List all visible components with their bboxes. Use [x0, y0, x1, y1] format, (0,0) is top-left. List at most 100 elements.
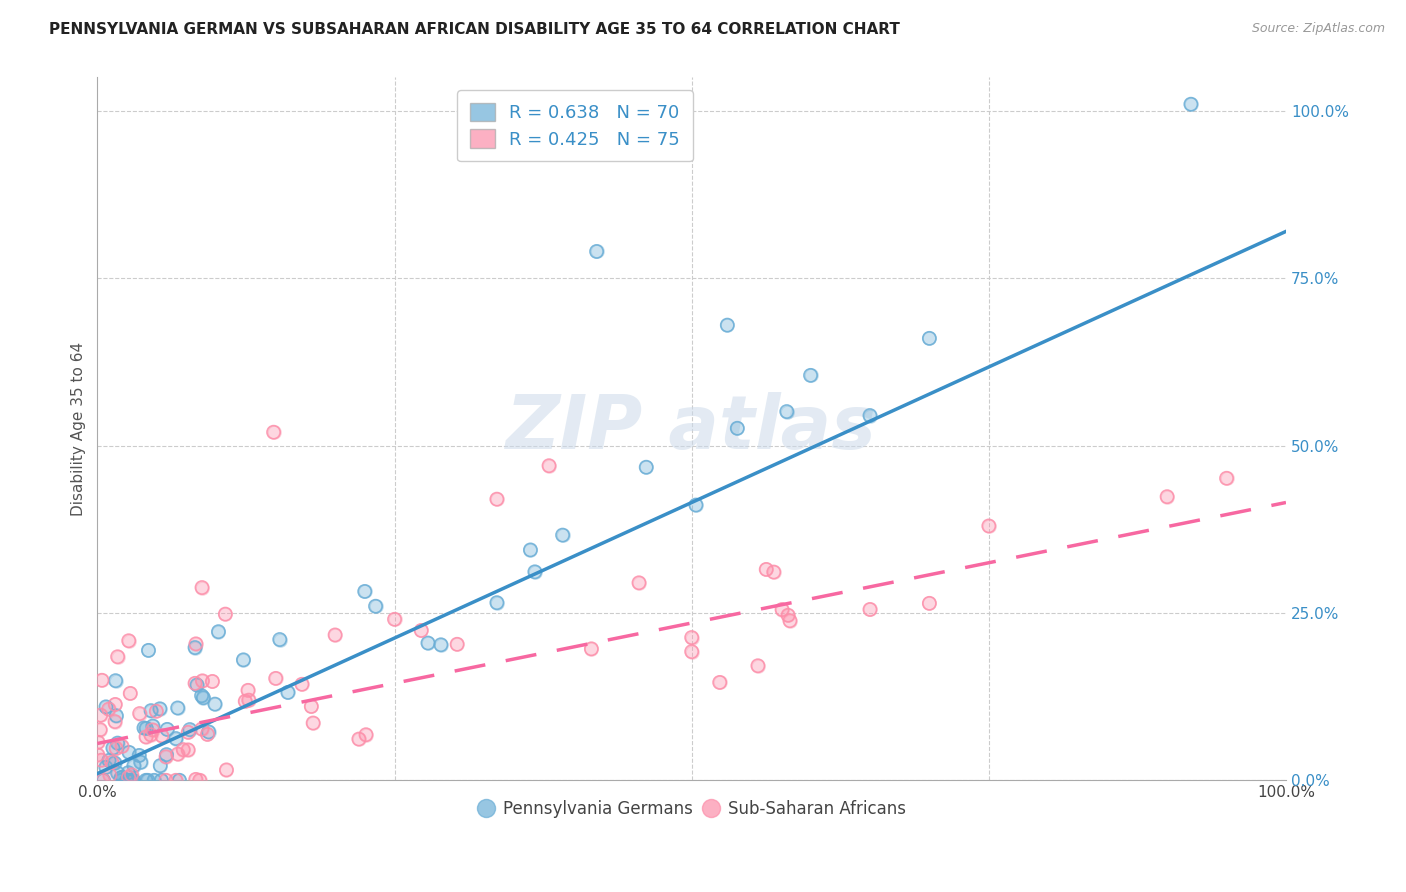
Point: [551, 528, 574, 542]
Point: [364, 599, 387, 614]
Point: [87, 735, 110, 749]
Point: [118, 746, 141, 760]
Point: [977, 519, 1000, 533]
Point: [446, 637, 468, 651]
Point: [101, 741, 124, 756]
Point: [353, 584, 375, 599]
Point: [232, 653, 254, 667]
Point: [179, 723, 201, 737]
Point: [430, 638, 453, 652]
Text: Source: ZipAtlas.com: Source: ZipAtlas.com: [1251, 22, 1385, 36]
Point: [155, 747, 177, 762]
Point: [89, 708, 111, 723]
Point: [121, 768, 143, 782]
Point: [107, 649, 129, 664]
Point: [104, 714, 127, 729]
Point: [155, 747, 177, 762]
Point: [118, 633, 141, 648]
Point: [681, 631, 703, 645]
Point: [166, 747, 188, 761]
Point: [110, 773, 132, 788]
Point: [100, 755, 122, 769]
Point: [184, 772, 207, 787]
Point: [120, 686, 142, 700]
Point: [627, 575, 650, 590]
Point: [179, 723, 201, 737]
Point: [523, 565, 546, 579]
Point: [725, 421, 748, 435]
Point: [110, 771, 132, 785]
Point: [104, 756, 127, 770]
Point: [776, 608, 799, 623]
Point: [214, 607, 236, 621]
Point: [132, 721, 155, 735]
Point: [859, 602, 882, 616]
Point: [238, 693, 260, 707]
Point: [238, 693, 260, 707]
Point: [122, 758, 145, 772]
Point: [204, 697, 226, 711]
Point: [232, 653, 254, 667]
Point: [122, 773, 145, 788]
Point: [100, 755, 122, 769]
Point: [681, 645, 703, 659]
Point: [139, 704, 162, 718]
Point: [142, 719, 165, 733]
Point: [117, 765, 139, 780]
Point: [155, 773, 177, 788]
Point: [118, 633, 141, 648]
Point: [747, 658, 769, 673]
Point: [485, 492, 508, 507]
Point: [918, 596, 941, 610]
Point: [121, 773, 143, 788]
Point: [90, 673, 112, 688]
Point: [776, 404, 799, 418]
Point: [364, 599, 387, 614]
Point: [156, 723, 179, 737]
Point: [149, 758, 172, 772]
Point: [193, 690, 215, 705]
Point: [859, 409, 882, 423]
Point: [139, 728, 162, 742]
Point: [191, 581, 214, 595]
Point: [485, 596, 508, 610]
Point: [354, 728, 377, 742]
Point: [977, 519, 1000, 533]
Point: [166, 701, 188, 715]
Point: [97, 702, 120, 716]
Point: [135, 730, 157, 744]
Point: [353, 584, 375, 599]
Point: [184, 676, 207, 690]
Point: [186, 678, 208, 692]
Point: [581, 641, 603, 656]
Point: [135, 773, 157, 788]
Point: [207, 624, 229, 639]
Point: [129, 756, 152, 770]
Point: [139, 704, 162, 718]
Point: [779, 614, 801, 628]
Point: [98, 768, 121, 782]
Point: [121, 768, 143, 782]
Point: [446, 637, 468, 651]
Point: [636, 460, 658, 475]
Point: [191, 722, 214, 736]
Point: [204, 697, 226, 711]
Point: [859, 409, 882, 423]
Point: [150, 773, 173, 788]
Point: [135, 773, 157, 788]
Point: [136, 773, 159, 788]
Point: [685, 498, 707, 512]
Point: [770, 602, 793, 616]
Point: [122, 758, 145, 772]
Point: [87, 735, 110, 749]
Point: [143, 773, 166, 788]
Point: [747, 658, 769, 673]
Point: [197, 727, 219, 741]
Point: [145, 704, 167, 718]
Point: [132, 721, 155, 735]
Point: [115, 773, 138, 788]
Point: [1180, 97, 1202, 112]
Point: [384, 612, 406, 626]
Point: [233, 694, 256, 708]
Point: [90, 673, 112, 688]
